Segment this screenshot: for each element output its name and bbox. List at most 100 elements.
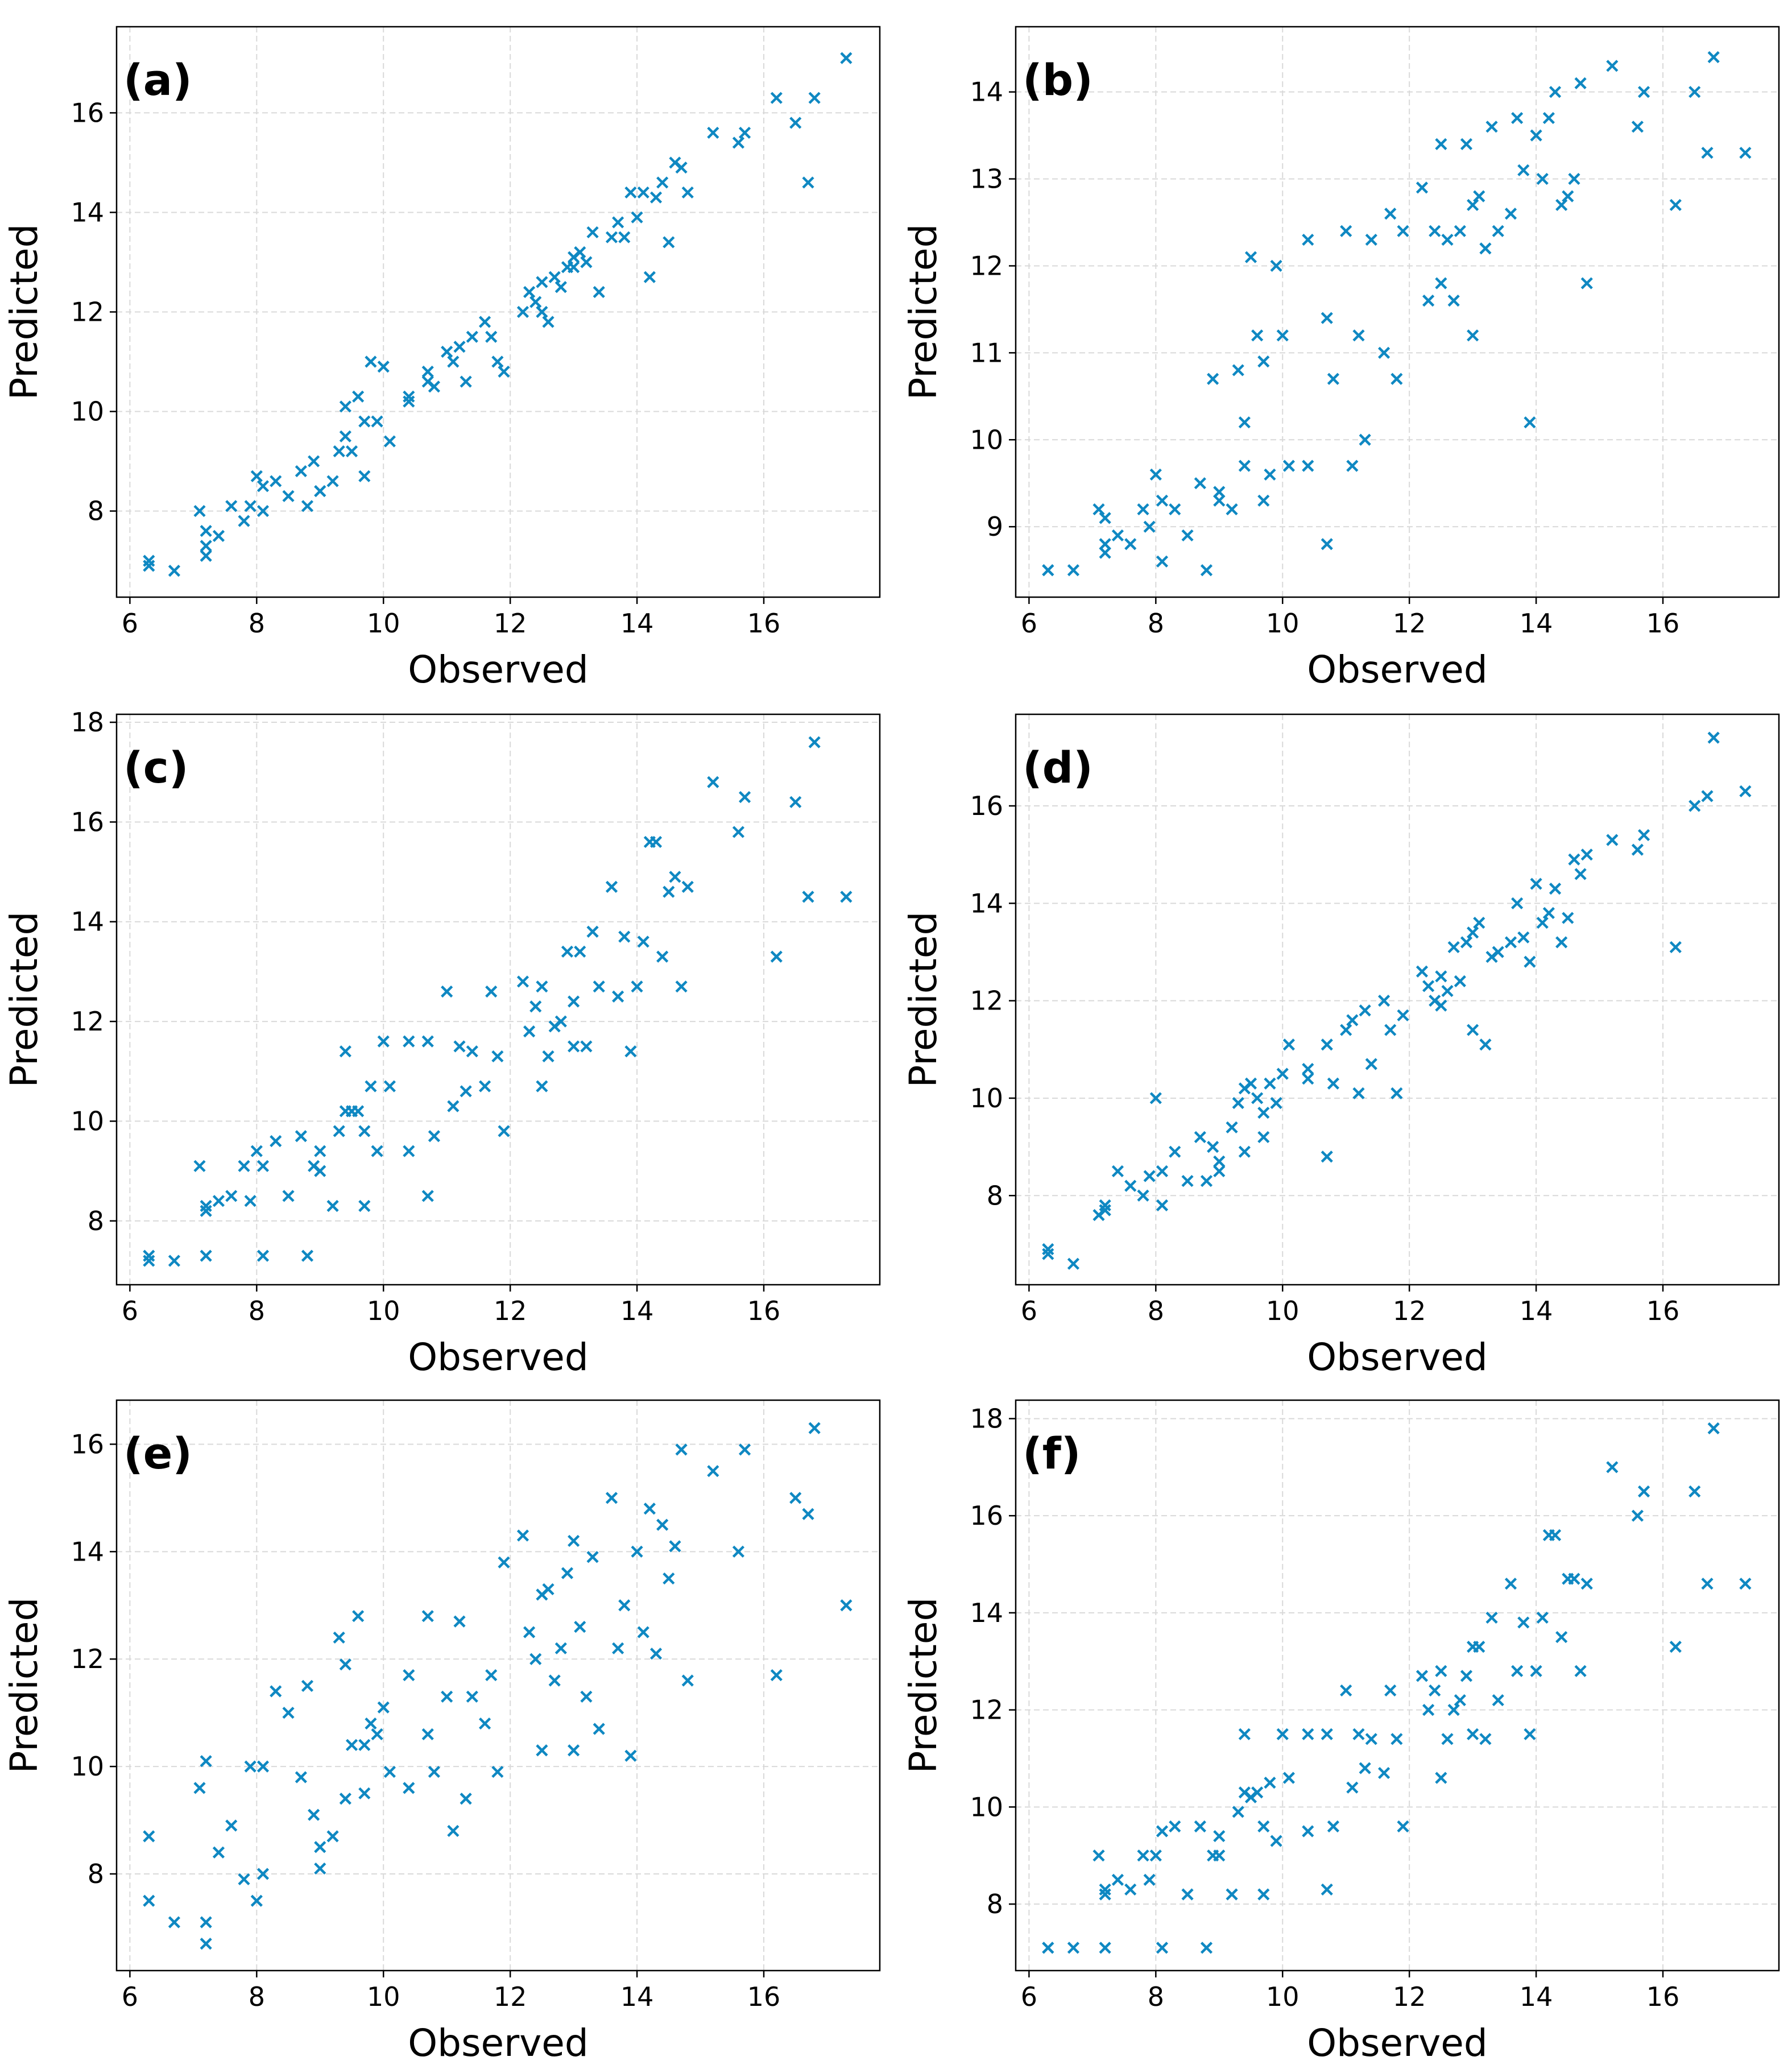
- data-point: [1447, 1704, 1460, 1716]
- data-point: [1580, 277, 1593, 289]
- data-point: [548, 1674, 561, 1687]
- x-tick-label: 6: [1021, 1981, 1037, 2012]
- data-point: [1492, 1694, 1504, 1707]
- data-point: [1441, 984, 1454, 998]
- scatter-panel-e: 6 8 10 12 14 16 8 10 12 14 16 (e) Observed Predicted: [2, 1399, 881, 2065]
- data-point: [1226, 503, 1238, 516]
- data-point: [802, 891, 814, 903]
- data-point: [1067, 1942, 1080, 1954]
- data-point: [1485, 121, 1498, 133]
- data-point: [1213, 486, 1226, 498]
- data-point: [244, 1760, 256, 1773]
- data-point: [1707, 1422, 1720, 1435]
- data-point: [358, 1199, 371, 1212]
- x-tick-label: 12: [494, 608, 527, 639]
- data-point: [605, 231, 618, 243]
- data-point: [339, 1045, 351, 1058]
- axes-frame: [1015, 713, 1780, 1286]
- data-point: [1124, 538, 1137, 551]
- y-tick-label: 8: [987, 1180, 1003, 1211]
- data-point: [383, 1765, 396, 1778]
- data-point: [1111, 1165, 1124, 1178]
- data-point: [1099, 1883, 1111, 1896]
- data-point: [1562, 912, 1574, 924]
- data-point: [656, 950, 669, 963]
- data-point: [1390, 1087, 1403, 1099]
- data-point: [1282, 460, 1295, 472]
- data-point: [681, 1674, 694, 1687]
- data-point: [143, 1830, 155, 1843]
- data-point: [352, 1105, 365, 1118]
- data-point: [1429, 1684, 1441, 1697]
- data-point: [1435, 1665, 1447, 1677]
- y-tick-label: 14: [970, 888, 1003, 918]
- data-point: [295, 465, 307, 478]
- data-point: [1688, 1485, 1701, 1498]
- y-tick-label: 10: [71, 1751, 104, 1782]
- data-point: [447, 355, 460, 368]
- data-point: [1479, 242, 1492, 255]
- y-tick-label: 12: [970, 250, 1003, 281]
- data-point: [1359, 1762, 1371, 1774]
- data-point: [1181, 1174, 1194, 1187]
- data-point: [1473, 917, 1485, 929]
- data-point: [212, 1195, 225, 1207]
- y-tick-label: 10: [71, 396, 104, 427]
- data-point: [1441, 234, 1454, 246]
- data-point: [1156, 1165, 1169, 1178]
- y-tick-label: 16: [970, 791, 1003, 821]
- data-point: [1517, 1616, 1530, 1629]
- data-point: [637, 186, 649, 199]
- data-point: [1042, 564, 1054, 577]
- data-point: [314, 1145, 326, 1157]
- data-point: [542, 316, 554, 328]
- data-point: [1327, 1820, 1340, 1833]
- data-point: [1232, 1096, 1244, 1110]
- data-point: [1422, 980, 1435, 992]
- panel-label: (e): [123, 1428, 192, 1479]
- data-point: [256, 1868, 270, 1880]
- data-point: [1156, 494, 1169, 507]
- data-point: [1637, 829, 1650, 842]
- data-point: [1707, 51, 1720, 64]
- data-point: [479, 1080, 491, 1092]
- data-point: [840, 1599, 852, 1612]
- panel-label: (c): [123, 742, 189, 793]
- data-point: [568, 1744, 580, 1757]
- x-tick-label: 10: [367, 1981, 400, 2012]
- data-point: [1435, 999, 1447, 1012]
- data-point: [441, 345, 453, 358]
- data-point: [732, 826, 745, 838]
- data-point: [554, 281, 567, 293]
- data-point: [840, 891, 852, 903]
- data-point: [352, 390, 365, 403]
- data-point: [1207, 373, 1219, 385]
- data-point: [1149, 468, 1162, 481]
- y-tick-label: 12: [71, 1644, 104, 1674]
- data-point: [1226, 1121, 1238, 1133]
- data-point: [1194, 1820, 1206, 1833]
- x-tick-label: 12: [1393, 1296, 1426, 1326]
- x-tick-label: 8: [249, 1981, 265, 2012]
- x-axis-label: Observed: [408, 648, 589, 692]
- x-tick-label: 14: [1520, 608, 1553, 639]
- data-point: [663, 885, 675, 898]
- data-point: [1631, 121, 1644, 133]
- data-point: [1302, 234, 1314, 246]
- data-point: [1156, 555, 1169, 568]
- data-point: [1200, 1174, 1213, 1187]
- data-point: [593, 285, 605, 299]
- data-point: [479, 316, 491, 328]
- data-point: [656, 1518, 669, 1531]
- data-point: [314, 1862, 326, 1875]
- data-point: [200, 525, 212, 537]
- data-point: [1701, 1578, 1714, 1590]
- data-point: [1606, 60, 1619, 72]
- x-tick-label: 12: [1393, 608, 1426, 639]
- data-point: [1302, 460, 1314, 472]
- data-point: [1149, 1849, 1162, 1862]
- data-point: [447, 1100, 460, 1112]
- data-point: [421, 1728, 434, 1741]
- data-point: [681, 880, 694, 893]
- data-point: [1568, 853, 1580, 866]
